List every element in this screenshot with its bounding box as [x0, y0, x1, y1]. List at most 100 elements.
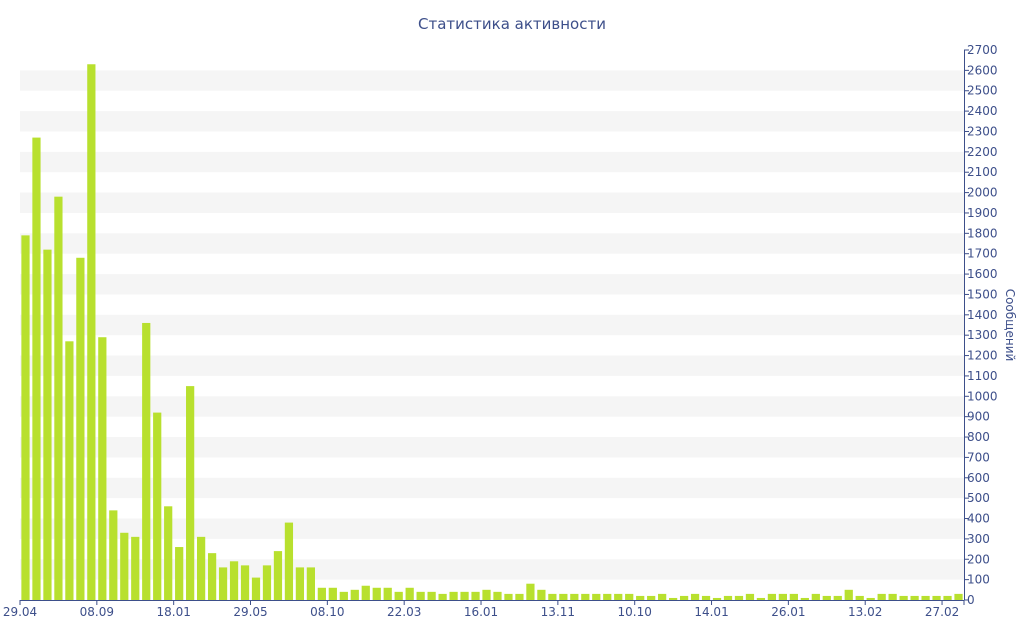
bar — [943, 595, 952, 600]
y-tick-label: 1200 — [967, 349, 998, 363]
bar — [756, 597, 766, 600]
bar — [284, 522, 294, 600]
bar — [570, 593, 579, 600]
bar — [844, 589, 853, 600]
bar — [449, 591, 458, 600]
bar — [581, 593, 590, 600]
bar — [932, 595, 941, 600]
bar — [207, 553, 217, 600]
bar — [427, 591, 436, 600]
bar — [745, 593, 755, 600]
bar — [383, 587, 392, 600]
grid-band — [20, 314, 964, 336]
x-tick-label: 22.03 — [387, 605, 421, 619]
bar — [54, 196, 63, 601]
bar — [262, 565, 272, 600]
y-tick-label: 2700 — [967, 43, 998, 57]
bar — [87, 64, 96, 600]
bar — [317, 587, 326, 600]
bar — [394, 591, 403, 600]
bar — [778, 593, 787, 600]
grid-band — [20, 274, 964, 295]
bar — [240, 565, 250, 600]
bar — [592, 593, 601, 600]
bar — [603, 593, 612, 600]
bar — [822, 595, 831, 600]
y-tick-label: 2200 — [967, 145, 998, 159]
x-tick-label: 29.05 — [233, 605, 267, 619]
bar — [701, 595, 711, 600]
y-tick-label: 1800 — [967, 226, 998, 240]
bar — [218, 567, 228, 600]
bar — [350, 589, 359, 600]
bar — [416, 591, 425, 600]
x-tick-label: 08.09 — [80, 605, 114, 619]
bar — [921, 595, 930, 600]
bar — [515, 593, 524, 600]
x-tick-label: 10.10 — [618, 605, 652, 619]
x-axis-ticks: 29.04 08.09 18.01 29.05 08.10 22.03 16.01 13.11… — [3, 600, 965, 619]
y-tick-label: 2100 — [967, 165, 998, 179]
bar — [625, 593, 634, 600]
bar — [504, 593, 513, 600]
bar — [712, 597, 722, 600]
bar — [460, 591, 469, 600]
bar — [372, 587, 381, 600]
bar — [21, 235, 30, 600]
y-axis-label: Сообщений — [1003, 289, 1017, 362]
y-tick-label: 1000 — [967, 389, 998, 403]
y-tick-label: 1500 — [967, 287, 998, 301]
y-tick-label: 800 — [967, 430, 990, 444]
bar — [537, 589, 546, 600]
bar — [888, 593, 897, 600]
bar — [120, 532, 129, 600]
bar — [438, 593, 447, 600]
bar — [910, 595, 919, 600]
y-tick-label: 1100 — [967, 369, 998, 383]
bar — [679, 595, 689, 600]
grid-band — [20, 477, 964, 499]
x-tick-label: 08.10 — [310, 605, 344, 619]
y-tick-label: 1700 — [967, 247, 998, 261]
y-tick-label: 1600 — [967, 267, 998, 281]
y-tick-label: 2300 — [967, 124, 998, 138]
bar — [954, 593, 963, 600]
bar — [405, 587, 414, 600]
bar — [723, 595, 733, 600]
grid-band — [20, 233, 964, 254]
x-tick-label: 13.02 — [848, 605, 882, 619]
y-tick-label: 1400 — [967, 308, 998, 322]
bar — [251, 577, 261, 600]
bar — [43, 249, 52, 600]
bar — [339, 591, 348, 600]
bar — [658, 593, 667, 600]
bar — [559, 593, 568, 600]
bar — [197, 536, 206, 600]
bar — [767, 593, 777, 600]
y-axis-ticks: 0 100 200 300 400 500 600 700 800 900 1000 1100 1200… — [964, 43, 998, 607]
bar — [482, 589, 491, 600]
bar — [811, 593, 820, 600]
bar — [306, 567, 315, 600]
bar — [800, 597, 809, 600]
bar — [669, 597, 678, 600]
x-tick-label: 14.01 — [694, 605, 728, 619]
bar — [98, 337, 107, 600]
y-tick-label: 0 — [967, 593, 975, 607]
bar — [295, 567, 305, 600]
bar — [877, 593, 886, 600]
bar — [32, 137, 41, 600]
grid-band — [20, 518, 964, 539]
y-tick-label: 300 — [967, 532, 990, 546]
bar — [614, 593, 623, 600]
y-tick-label: 200 — [967, 552, 990, 566]
bar — [647, 595, 656, 600]
bar — [175, 547, 184, 600]
bar — [493, 591, 502, 600]
bar — [734, 595, 744, 600]
x-tick-label: 13.11 — [541, 605, 575, 619]
y-tick-label: 2400 — [967, 104, 998, 118]
bar — [526, 583, 535, 600]
bar — [866, 597, 875, 600]
axes — [20, 50, 965, 601]
